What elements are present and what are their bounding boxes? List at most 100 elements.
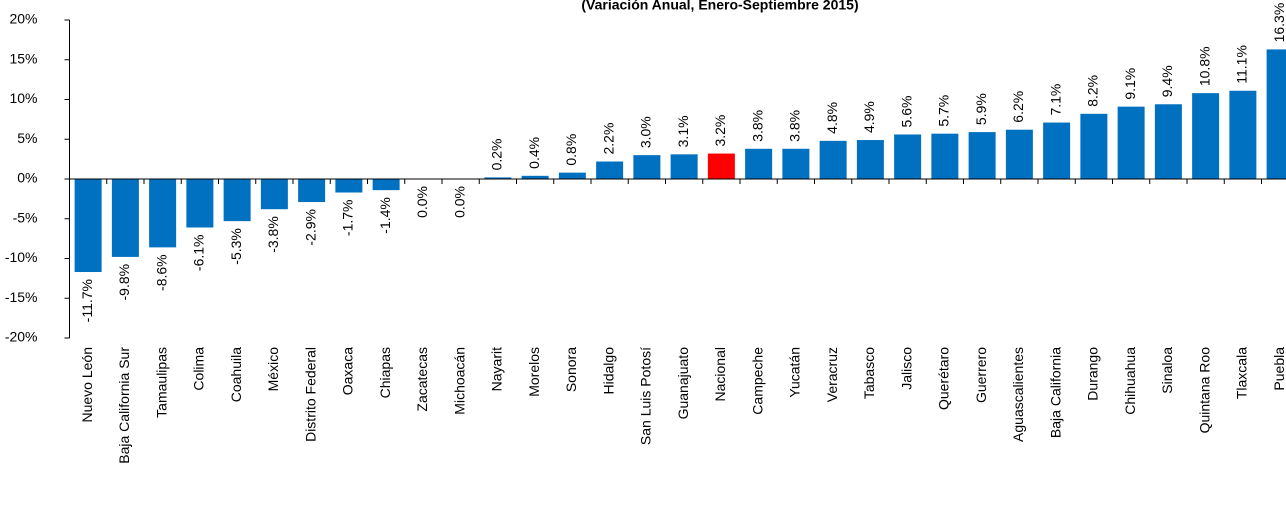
bar	[819, 140, 847, 179]
bar	[1005, 129, 1033, 179]
bar	[894, 134, 922, 179]
bar	[558, 172, 586, 179]
bar	[372, 179, 400, 191]
data-label: -5.3%	[228, 228, 244, 265]
x-tick-label: Sonora	[563, 347, 579, 392]
x-tick-label: San Luis Potosí	[638, 347, 654, 445]
bar	[633, 155, 661, 179]
data-label: -6.1%	[191, 234, 207, 271]
x-tick-label: Nuevo León	[79, 347, 95, 423]
data-label: -8.6%	[153, 254, 169, 291]
x-tick-label: Nayarit	[489, 347, 505, 391]
x-tick-label: Querétaro	[936, 347, 952, 410]
x-tick-label: Colima	[191, 347, 207, 391]
bar	[298, 179, 326, 203]
bar	[1266, 49, 1286, 179]
data-label: 3.2%	[712, 115, 728, 147]
x-tick-label: Zacatecas	[414, 347, 430, 412]
x-tick-label: Michoacán	[451, 347, 467, 415]
bar	[111, 179, 139, 257]
bar	[74, 179, 102, 273]
x-tick-label: Oaxaca	[340, 347, 356, 395]
data-label: 9.1%	[1122, 68, 1138, 100]
y-tick-label: 0%	[17, 170, 37, 186]
x-tick-label: Veracruz	[824, 347, 840, 402]
data-label: 11.1%	[1234, 45, 1250, 84]
x-tick-label: Tlaxcala	[1234, 347, 1250, 399]
bar	[335, 179, 363, 193]
data-label: 0.0%	[451, 186, 467, 218]
bar	[149, 179, 177, 248]
bar	[260, 179, 288, 210]
data-label: -11.7%	[79, 279, 95, 322]
data-label: 4.9%	[861, 101, 877, 133]
x-tick-label: Chiapas	[377, 347, 393, 398]
data-label: 5.9%	[973, 93, 989, 125]
x-tick-label: Guanajuato	[675, 347, 691, 420]
bar	[1043, 122, 1071, 179]
bar	[745, 148, 773, 179]
bar	[521, 175, 549, 179]
data-label: 5.7%	[936, 95, 952, 127]
bar	[484, 177, 512, 179]
x-tick-label: Hidalgo	[600, 347, 616, 395]
x-tick-label: Durango	[1085, 347, 1101, 401]
y-tick-label: -5%	[13, 209, 38, 225]
bar	[223, 179, 251, 222]
data-label: -1.7%	[340, 200, 356, 237]
bar	[1080, 113, 1108, 179]
x-tick-label: Sinaloa	[1159, 347, 1175, 394]
bar	[968, 132, 996, 179]
bar	[856, 140, 884, 179]
data-label: 0.8%	[563, 134, 579, 166]
y-tick-label: 15%	[9, 50, 37, 66]
y-tick-label: 20%	[9, 11, 37, 27]
x-tick-label: Jalisco	[898, 347, 914, 390]
data-label: -1.4%	[377, 197, 393, 234]
bar	[1117, 106, 1145, 179]
data-label: 2.2%	[600, 123, 616, 155]
x-tick-label: Aguascalientes	[1010, 347, 1026, 442]
chart-title: (Variación Anual, Enero-Septiembre 2015)	[581, 0, 858, 13]
data-label: 3.8%	[787, 110, 803, 142]
data-label: 10.8%	[1196, 46, 1212, 86]
x-tick-label: México	[265, 347, 281, 392]
data-label: 8.2%	[1085, 75, 1101, 107]
data-label: -3.8%	[265, 216, 281, 253]
y-tick-label: 5%	[17, 130, 37, 146]
x-tick-label: Tamaulipas	[153, 347, 169, 418]
data-label: 7.1%	[1047, 84, 1063, 116]
x-tick-label: Guerrero	[973, 347, 989, 403]
x-tick-label: Yucatán	[787, 347, 803, 398]
data-label: 16.3%	[1271, 3, 1286, 43]
y-tick-label: 10%	[9, 90, 37, 106]
data-label: 5.6%	[898, 96, 914, 128]
data-label: 3.1%	[675, 115, 691, 147]
x-tick-label: Coahuila	[228, 347, 244, 402]
data-label: 4.8%	[824, 102, 840, 134]
x-tick-label: Quintana Roo	[1196, 347, 1212, 434]
data-label: 3.8%	[749, 110, 765, 142]
x-tick-label: Puebla	[1271, 347, 1286, 391]
x-tick-label: Morelos	[526, 347, 542, 397]
data-label: 9.4%	[1159, 65, 1175, 97]
data-label: 6.2%	[1010, 91, 1026, 123]
bar	[1229, 90, 1257, 179]
bar	[596, 161, 624, 179]
data-label: 0.0%	[414, 186, 430, 218]
data-label: 0.4%	[526, 137, 542, 169]
bar	[1154, 104, 1182, 179]
bar	[931, 133, 959, 179]
bar	[670, 154, 698, 179]
x-tick-label: Tabasco	[861, 347, 877, 399]
y-tick-label: -15%	[5, 289, 38, 305]
x-tick-label: Nacional	[712, 347, 728, 401]
x-tick-label: Baja California	[1047, 347, 1063, 438]
data-label: -9.8%	[116, 264, 132, 301]
bar	[707, 153, 735, 179]
x-tick-label: Baja California Sur	[116, 347, 132, 464]
x-tick-label: Chihuahua	[1122, 347, 1138, 415]
x-tick-label: Campeche	[749, 347, 765, 415]
data-label: 3.0%	[638, 116, 654, 148]
